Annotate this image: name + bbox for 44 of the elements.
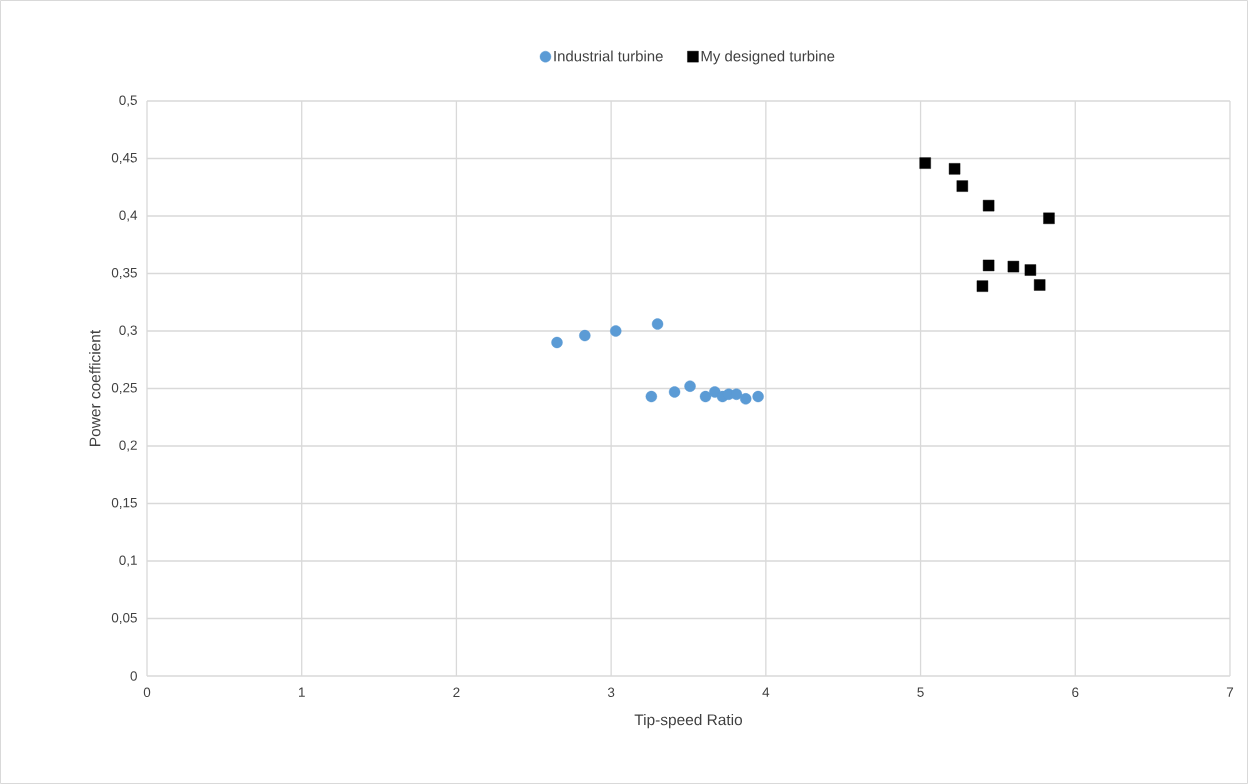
- point: [651, 318, 664, 330]
- point: [1024, 264, 1037, 276]
- x-tick-label: 0: [143, 687, 151, 698]
- point: [1043, 212, 1055, 224]
- point: [1007, 260, 1020, 273]
- point: [956, 180, 969, 192]
- y-tick-label: 0,15: [111, 497, 137, 510]
- y-tick-label: 0,05: [111, 612, 137, 625]
- x-tick-label: 2: [453, 687, 460, 697]
- y-tick-label: 0,4: [119, 210, 138, 222]
- y-tick-label: 0,5: [119, 95, 137, 107]
- y-axis-title: Power coefficient: [89, 329, 101, 446]
- point: [645, 390, 658, 403]
- point: [740, 393, 752, 405]
- point: [948, 163, 961, 175]
- y-tick-label: 0,35: [111, 267, 137, 280]
- x-tick-label: 3: [607, 687, 615, 698]
- point: [919, 157, 931, 169]
- point: [699, 390, 712, 403]
- point: [668, 386, 681, 398]
- point: [982, 259, 995, 272]
- legend-label: My designed turbine: [701, 50, 835, 65]
- point: [579, 329, 591, 342]
- x-tick-label: 6: [1072, 687, 1079, 698]
- point: [976, 280, 989, 292]
- x-tick-label: 4: [762, 687, 770, 697]
- point: [709, 386, 721, 398]
- y-tick-label: 0,2: [119, 440, 137, 452]
- point: [1033, 279, 1046, 291]
- point: [684, 380, 696, 392]
- y-tick-label: 0,3: [119, 325, 137, 337]
- y-tick-label: 0,1: [119, 555, 137, 567]
- y-tick-label: 0,25: [111, 382, 137, 395]
- y-tick-label: 0,45: [111, 152, 137, 165]
- legend-label: Industrial turbine: [554, 50, 663, 62]
- x-tick-label: 5: [917, 687, 924, 697]
- point: [610, 325, 622, 337]
- point: [982, 199, 995, 212]
- x-axis-title: Tip-speed Ratio: [634, 713, 743, 729]
- x-tick-label: 1: [299, 687, 305, 697]
- x-tick-label: 7: [1226, 687, 1234, 697]
- point: [551, 336, 563, 349]
- y-tick-label: 0: [130, 671, 137, 681]
- point: [752, 390, 764, 403]
